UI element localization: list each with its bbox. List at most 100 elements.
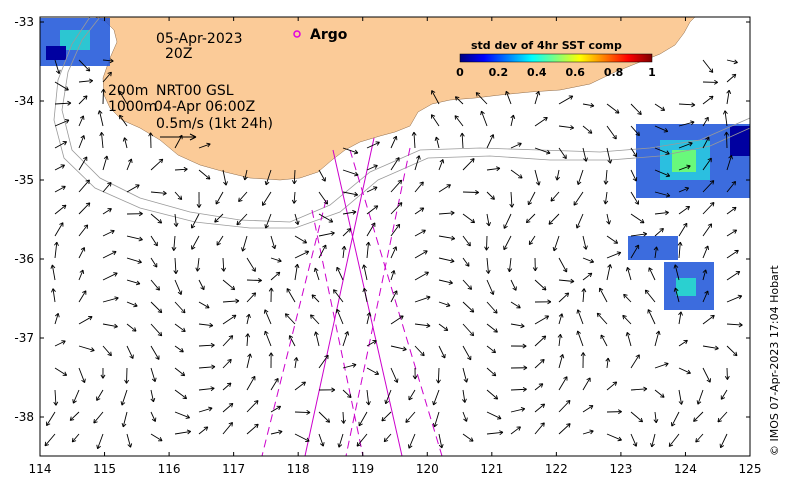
current-arrow <box>630 354 640 369</box>
current-arrow <box>261 191 272 206</box>
current-arrow <box>174 191 183 201</box>
current-arrow <box>580 352 586 369</box>
current-arrow <box>102 182 112 193</box>
current-arrow <box>78 135 86 149</box>
current-arrow <box>438 184 451 193</box>
current-arrow <box>654 125 669 133</box>
current-arrow <box>174 301 186 314</box>
current-arrow <box>486 345 497 354</box>
current-arrow <box>102 250 117 259</box>
current-arrow <box>678 222 688 237</box>
current-arrow <box>724 367 730 380</box>
current-arrow <box>102 58 114 64</box>
current-arrow <box>198 406 213 413</box>
current-arrow <box>654 362 669 369</box>
current-arrow <box>606 103 620 114</box>
current-arrow <box>318 433 325 447</box>
current-arrow <box>534 383 544 391</box>
current-arrow <box>336 266 344 281</box>
current-arrow <box>486 389 499 400</box>
current-arrow <box>486 301 498 314</box>
current-arrow <box>582 147 588 162</box>
current-arrow <box>678 339 688 347</box>
x-tick-label: 120 <box>416 462 439 476</box>
x-axis: 114 115 116 117 118 119 120 121 122 123 124 125 <box>29 17 761 476</box>
current-arrow <box>268 287 274 303</box>
current-arrow <box>505 90 512 105</box>
current-arrow <box>362 287 368 303</box>
current-arrow <box>246 277 262 283</box>
current-arrow <box>264 169 272 186</box>
current-arrow <box>462 345 472 361</box>
current-arrow <box>462 411 468 422</box>
current-arrow <box>190 213 200 229</box>
current-arrow <box>509 191 515 208</box>
current-arrow <box>598 287 608 303</box>
current-arrow <box>462 323 475 337</box>
current-arrow <box>390 270 396 281</box>
current-arrow <box>174 323 186 333</box>
current-arrow <box>407 433 416 449</box>
current-arrow <box>600 334 608 347</box>
current-arrow <box>174 345 184 353</box>
current-arrow <box>702 269 708 281</box>
current-arrow <box>702 367 711 383</box>
current-arrow <box>438 345 446 359</box>
current-arrow <box>622 314 632 325</box>
current-arrow <box>558 125 575 130</box>
x-tick-label: 122 <box>545 462 568 476</box>
current-arrow <box>102 208 112 215</box>
current-arrow <box>525 213 536 224</box>
current-arrow <box>122 137 128 149</box>
colorbar-tick-label: 1 <box>648 66 656 79</box>
current-arrow <box>722 110 728 127</box>
current-arrow <box>673 264 680 281</box>
current-arrow <box>414 181 424 193</box>
current-arrow <box>78 224 89 237</box>
current-arrow <box>581 288 587 303</box>
current-arrow <box>606 381 618 391</box>
current-arrow <box>462 257 470 267</box>
current-arrow <box>71 433 80 443</box>
y-tick-label: -36 <box>14 252 34 266</box>
current-arrow <box>356 433 368 447</box>
current-arrow <box>96 389 104 401</box>
current-arrow <box>726 345 738 357</box>
current-arrow <box>411 131 417 149</box>
current-arrow <box>558 399 571 413</box>
current-arrow <box>702 95 714 105</box>
current-arrow <box>548 213 560 225</box>
current-arrow <box>366 367 380 375</box>
current-arrow <box>342 389 352 398</box>
current-arrow <box>558 354 565 369</box>
current-arrow <box>630 231 648 237</box>
current-arrow <box>462 433 474 442</box>
current-arrow <box>195 257 201 272</box>
current-arrow <box>390 367 399 383</box>
current-arrow <box>284 313 296 325</box>
current-arrow <box>390 179 403 193</box>
x-tick-label: 121 <box>480 462 503 476</box>
current-arrow <box>654 228 664 237</box>
current-arrow <box>366 340 377 347</box>
y-tick-label: -37 <box>14 331 34 345</box>
current-arrow <box>582 235 588 250</box>
current-arrow <box>510 279 517 291</box>
current-arrow <box>726 180 737 193</box>
current-arrow <box>454 115 464 127</box>
current-arrow <box>291 191 297 204</box>
current-arrow <box>78 115 85 127</box>
current-arrow <box>654 147 670 155</box>
colorbar-tick-label: 0.4 <box>527 66 547 79</box>
y-tick-label: -35 <box>14 173 34 187</box>
current-arrow <box>552 235 560 252</box>
current-arrow <box>438 433 444 449</box>
current-arrow <box>93 411 104 424</box>
current-arrow <box>54 59 61 75</box>
current-arrow <box>432 389 440 406</box>
current-arrow <box>381 411 392 422</box>
current-arrow <box>726 89 732 105</box>
current-arrow <box>486 166 501 172</box>
current-arrow <box>462 235 471 247</box>
current-arrow <box>486 213 491 227</box>
